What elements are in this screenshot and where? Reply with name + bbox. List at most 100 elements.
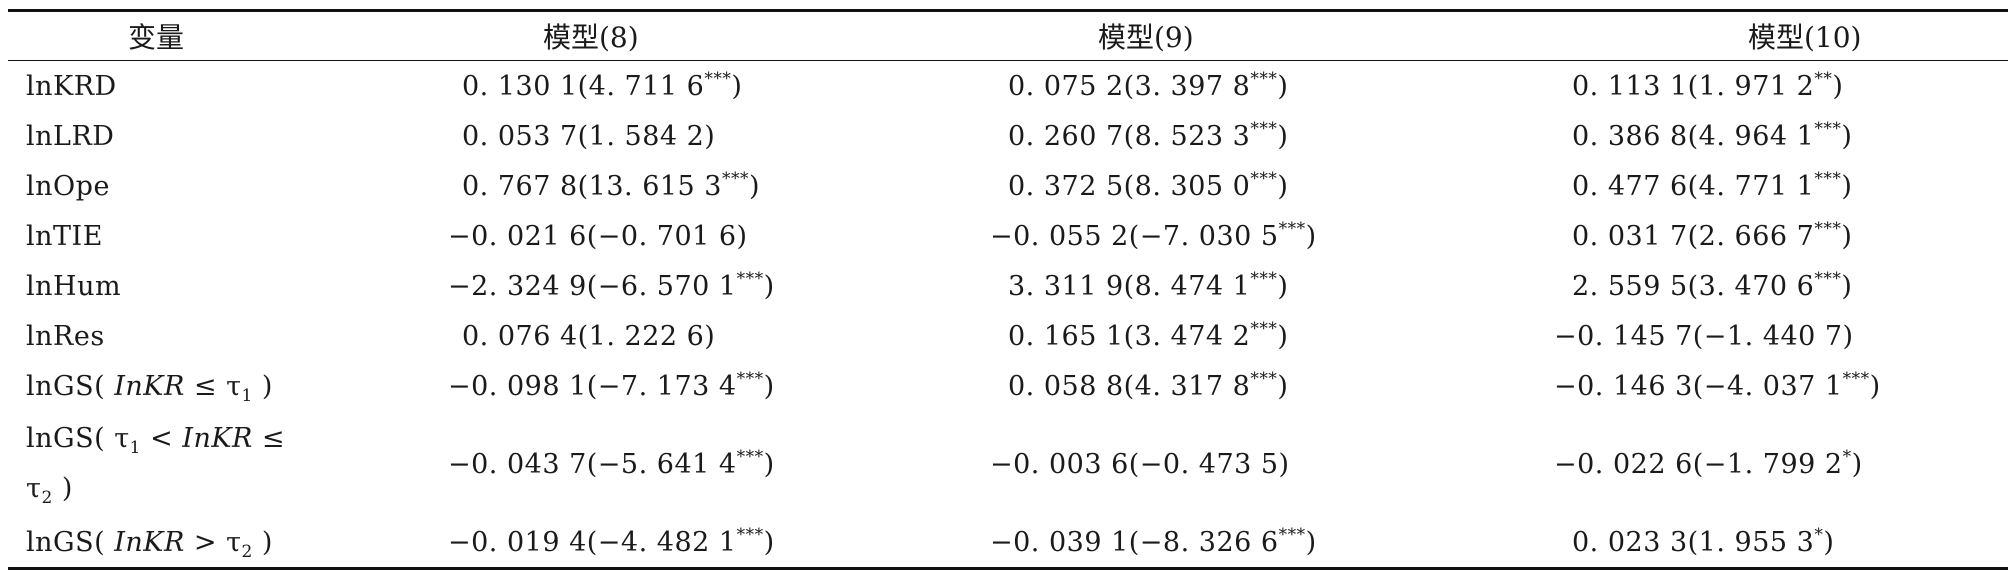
coef-value: 0. 023 3(1. 955 3*) — [1572, 526, 1835, 558]
coef-text: 0. 076 4(1. 222 6) — [462, 320, 716, 352]
significance-stars: *** — [1250, 68, 1278, 89]
close-paren: ) — [1277, 120, 1289, 152]
table-row: lnTIE −0. 021 6(−0. 701 6) −0. 055 2(−7. 0… — [8, 211, 2008, 261]
close-paren: ) — [1305, 526, 1317, 558]
close-paren: ) — [1851, 448, 1863, 480]
close-paren: ) — [1841, 220, 1853, 252]
significance-stars: *** — [722, 168, 749, 189]
significance-stars: *** — [1814, 268, 1842, 289]
close-paren: ) — [731, 70, 743, 102]
coef-cell-m10: 0. 386 8(4. 964 1***) — [1548, 111, 2008, 161]
variable-italic: InKR — [182, 423, 253, 454]
coef-cell-m10: −0. 022 6(−1. 799 2*) — [1548, 411, 2008, 517]
table-row: lnGS( τ1 < InKR ≤ τ2 ) −0. 043 7(−5. 641 4… — [8, 411, 2008, 517]
coef-cell-m10: 0. 113 1(1. 971 2**) — [1548, 61, 2008, 112]
coef-cell-m8: −0. 019 4(−4. 482 1***) — [448, 517, 988, 569]
coef-text: 0. 058 8(4. 317 8 — [1008, 370, 1251, 402]
coef-cell-m8: 0. 130 1(4. 711 6***) — [448, 61, 988, 112]
coef-cell-m9: 0. 372 5(8. 305 0***) — [988, 161, 1548, 211]
coef-value: −0. 022 6(−1. 799 2*) — [1554, 446, 1863, 480]
close-paren: ) — [1832, 70, 1844, 102]
close-paren: ) — [1277, 70, 1289, 102]
table-row: lnOpe 0. 767 8(13. 615 3***) 0. 372 5(8. 3… — [8, 161, 2008, 211]
coef-cell-m8: −0. 098 1(−7. 173 4***) — [448, 361, 988, 411]
subscript: 2 — [41, 488, 53, 508]
coef-value: 0. 477 6(4. 771 1***) — [1572, 168, 1853, 202]
table-header-row: 变量 模型(8) 模型(9) 模型(10) — [8, 10, 2008, 61]
coef-text: 0. 386 8(4. 964 1 — [1572, 120, 1815, 152]
coef-value: 0. 076 4(1. 222 6) — [462, 321, 715, 352]
coef-cell-m8: 0. 053 7(1. 584 2) — [448, 111, 988, 161]
coef-cell-m10: 0. 477 6(4. 771 1***) — [1548, 161, 2008, 211]
significance-stars: *** — [1814, 168, 1842, 189]
significance-stars: *** — [1250, 168, 1278, 189]
coef-value: 0. 031 7(2. 666 7***) — [1572, 220, 1853, 252]
coef-text: 0. 477 6(4. 771 1 — [1572, 170, 1815, 202]
header-variable: 变量 — [128, 21, 185, 54]
coef-text: 0. 767 8(13. 615 3 — [462, 170, 722, 202]
coef-value: −0. 043 7(−5. 641 4***) — [448, 448, 775, 480]
coef-text: −0. 039 1(−8. 326 6 — [990, 526, 1279, 558]
variable-cell: lnHum — [8, 261, 448, 311]
coef-cell-m9: −0. 039 1(−8. 326 6***) — [988, 517, 1548, 569]
significance-stars: *** — [736, 268, 764, 289]
close-paren: ) — [749, 170, 761, 202]
coef-text: −0. 145 7(−1. 440 7) — [1554, 320, 1854, 352]
coef-cell-m10: −0. 145 7(−1. 440 7) — [1548, 311, 2008, 361]
variable-name: lnLRD — [26, 120, 115, 152]
header-model-10: 模型(10) — [1748, 21, 1862, 54]
coef-value: −0. 055 2(−7. 030 5***) — [990, 218, 1317, 252]
coef-value: −0. 146 3(−4. 037 1***) — [1554, 370, 1881, 402]
coef-text: −0. 146 3(−4. 037 1 — [1554, 370, 1843, 402]
close-paren: ) — [1277, 370, 1289, 402]
regression-table-wrapper: 变量 模型(8) 模型(9) 模型(10) lnKRD 0. 130 1(4. 7… — [8, 9, 2008, 570]
variable-cell: lnKRD — [8, 61, 448, 112]
close-paren: ) — [763, 448, 775, 480]
close-paren: ) — [1277, 170, 1289, 202]
coef-value: −2. 324 9(−6. 570 1***) — [448, 268, 775, 302]
coef-value: 2. 559 5(3. 470 6***) — [1572, 268, 1852, 302]
coef-text: 0. 075 2(3. 397 8 — [1008, 70, 1251, 102]
coef-value: 0. 260 7(8. 523 3***) — [1008, 120, 1289, 152]
table-row: lnGS( InKR ≤ τ1 ) −0. 098 1(−7. 173 4***)… — [8, 361, 2008, 411]
coef-cell-m8: −0. 043 7(−5. 641 4***) — [448, 411, 988, 517]
variable-cell: lnTIE — [8, 211, 448, 261]
significance-stars: *** — [1250, 318, 1278, 339]
coef-cell-m8: −2. 324 9(−6. 570 1***) — [448, 261, 988, 311]
significance-stars: *** — [736, 524, 764, 545]
coef-cell-m9: 0. 075 2(3. 397 8***) — [988, 61, 1548, 112]
variable-cell: lnGS( τ1 < InKR ≤ τ2 ) — [26, 423, 286, 508]
coef-cell-m9: 0. 165 1(3. 474 2***) — [988, 311, 1548, 361]
close-paren: ) — [1869, 370, 1881, 402]
coef-value: −0. 039 1(−8. 326 6***) — [990, 526, 1317, 558]
coef-cell-m8: −0. 021 6(−0. 701 6) — [448, 211, 988, 261]
significance-stars: *** — [1250, 368, 1278, 389]
close-paren: ) — [1277, 270, 1289, 302]
coef-value: −0. 145 7(−1. 440 7) — [1554, 321, 1854, 352]
coef-value: 3. 311 9(8. 474 1***) — [1008, 270, 1289, 302]
coef-text: 2. 559 5(3. 470 6 — [1572, 270, 1815, 302]
variable-name: lnHum — [26, 270, 122, 302]
coef-text: 0. 372 5(8. 305 0 — [1008, 170, 1251, 202]
significance-stars: * — [1842, 446, 1852, 467]
coef-text: −0. 098 1(−7. 173 4 — [448, 370, 737, 402]
coef-value: −0. 021 6(−0. 701 6) — [448, 221, 748, 252]
coef-text: 0. 165 1(3. 474 2 — [1008, 320, 1251, 352]
header-model-9: 模型(9) — [1098, 21, 1194, 54]
coef-cell-m10: 0. 031 7(2. 666 7***) — [1548, 211, 2008, 261]
significance-stars: *** — [1278, 218, 1306, 239]
variable-cell: lnOpe — [8, 161, 448, 211]
variable-cell: lnGS( InKR > τ2 ) — [26, 526, 273, 562]
variable-name: lnTIE — [26, 220, 103, 252]
table-row: lnRes 0. 076 4(1. 222 6) 0. 165 1(3. 474 2… — [8, 311, 2008, 361]
coef-value: −0. 098 1(−7. 173 4***) — [448, 368, 775, 402]
subscript: 2 — [241, 541, 253, 562]
close-paren: ) — [1823, 526, 1835, 558]
subscript: 1 — [241, 385, 253, 406]
close-paren: ) — [1841, 120, 1853, 152]
significance-stars: *** — [736, 368, 764, 389]
coef-text: −0. 055 2(−7. 030 5 — [990, 220, 1279, 252]
close-paren: ) — [1841, 170, 1853, 202]
subscript: 1 — [129, 438, 141, 458]
coef-text: −0. 022 6(−1. 799 2 — [1554, 448, 1843, 480]
